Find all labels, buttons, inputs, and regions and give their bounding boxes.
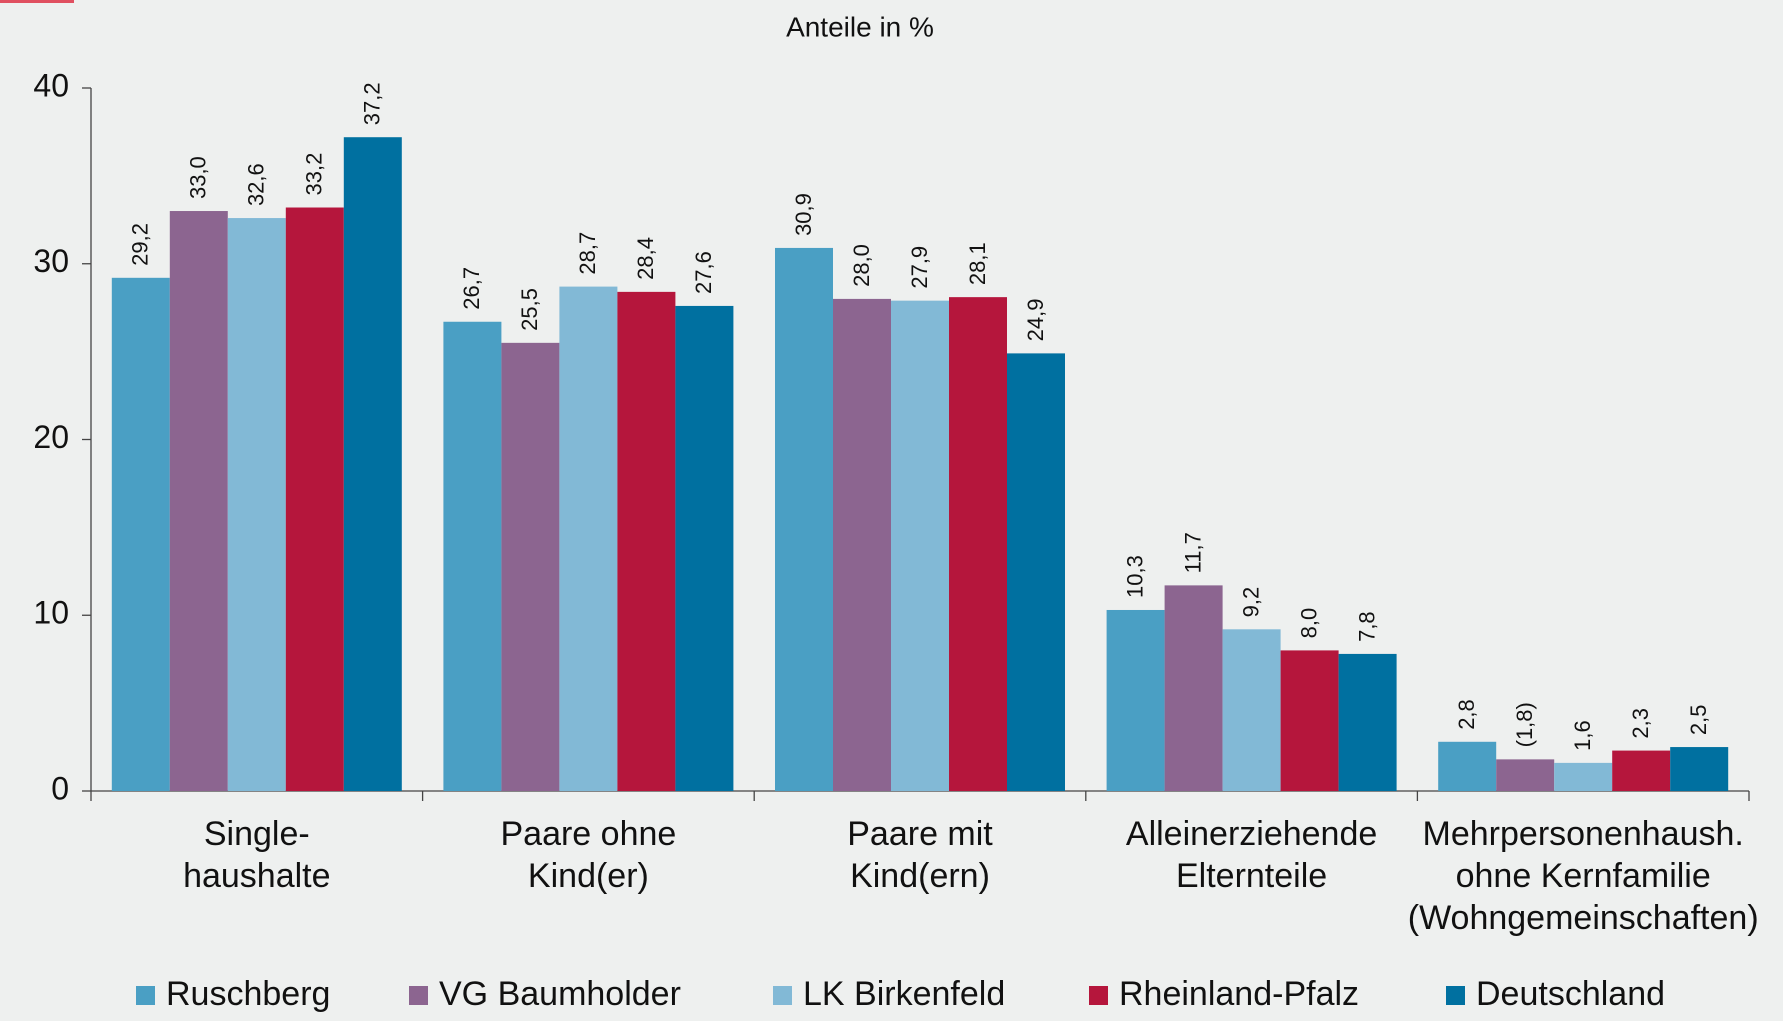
legend-swatch: [1089, 986, 1108, 1005]
bar: [111, 277, 170, 791]
value-label: 10,3: [1122, 555, 1147, 598]
corner-accent: [0, 0, 74, 3]
x-tick-label-line: Mehrpersonenhaush.: [1423, 815, 1744, 853]
x-tick-label-line: (Wohngemeinschaften): [1408, 899, 1759, 937]
bar: [617, 291, 676, 791]
legend-label: LK Birkenfeld: [803, 975, 1005, 1013]
bar: [443, 321, 502, 791]
x-tick-label-line: haushalte: [183, 857, 330, 895]
value-label: 27,6: [691, 251, 716, 294]
legend-swatch: [773, 986, 792, 1005]
value-label: 32,6: [244, 163, 269, 206]
value-label: 1,6: [1570, 720, 1595, 751]
value-label: 28,7: [575, 232, 600, 275]
bar: [891, 300, 949, 791]
bar: [775, 247, 833, 791]
value-label: 33,0: [186, 156, 211, 199]
x-tick-label-line: Alleinerziehende: [1126, 815, 1377, 853]
value-label: 7,8: [1354, 611, 1379, 642]
value-label: 26,7: [459, 267, 484, 310]
bar: [227, 218, 286, 791]
x-tick-label-line: Kind(er): [528, 857, 649, 895]
y-tick-label: 40: [33, 67, 69, 103]
bar: [501, 342, 560, 791]
value-label: 2,8: [1454, 699, 1479, 730]
legend-label: Rheinland-Pfalz: [1119, 975, 1359, 1013]
bar: [559, 286, 618, 791]
bar: [949, 297, 1007, 791]
x-tick-label-line: ohne Kernfamilie: [1456, 857, 1711, 895]
x-tick-label: Alleinerziehende Elternteile: [1126, 815, 1377, 895]
value-label: 27,9: [907, 246, 932, 289]
bar: [343, 137, 402, 791]
value-label: 11,7: [1180, 532, 1205, 573]
chart-title: Anteile in %: [786, 11, 934, 42]
x-tick-label-line: Single-: [204, 815, 310, 853]
value-label: 30,9: [791, 193, 816, 236]
value-label: 37,2: [360, 82, 385, 125]
y-tick-label: 0: [51, 770, 69, 806]
y-tick-label: 30: [33, 243, 69, 279]
value-label: 2,3: [1628, 708, 1653, 739]
bar: [1164, 585, 1223, 791]
legend-swatch: [136, 986, 155, 1005]
value-label: 2,5: [1686, 704, 1711, 735]
y-tick-label: 10: [33, 595, 69, 631]
x-tick-label: Mehrpersonenhaush. ohne Kernfamilie (Wohng…: [1408, 815, 1759, 937]
y-tick-label: 20: [33, 419, 69, 455]
bar: [675, 305, 734, 791]
value-label: 28,1: [965, 242, 990, 285]
bar: [1007, 353, 1065, 791]
x-tick-label-line: Kind(ern): [850, 857, 990, 895]
value-label: 8,0: [1296, 608, 1321, 639]
value-label: 9,2: [1238, 587, 1263, 618]
bar: [1438, 741, 1497, 791]
value-label: 29,2: [128, 223, 153, 266]
bar: [1280, 650, 1339, 791]
legend-swatch: [409, 986, 428, 1005]
bar: [1106, 609, 1165, 791]
bar: [285, 207, 344, 791]
legend-label: Deutschland: [1476, 975, 1665, 1013]
x-tick-label: Paare ohne Kind(er): [500, 815, 676, 895]
bar: [833, 298, 891, 791]
value-label: (1,8): [1512, 702, 1537, 747]
legend-swatch: [1446, 986, 1465, 1005]
bar: [1338, 653, 1397, 791]
x-tick-label-line: Paare mit: [847, 815, 993, 853]
value-label: 25,5: [517, 288, 542, 331]
legend-label: Ruschberg: [166, 975, 330, 1013]
value-label: 28,4: [633, 237, 658, 280]
x-tick-label: Single-haushalte: [183, 815, 330, 895]
bar: [1222, 629, 1281, 791]
value-label: 33,2: [302, 153, 327, 196]
bar: [169, 211, 228, 791]
bar: [1670, 747, 1729, 791]
bar: [1496, 759, 1555, 791]
x-tick-label-line: Elternteile: [1176, 857, 1327, 895]
x-tick-label-line: Paare ohne: [500, 815, 676, 853]
legend-label: VG Baumholder: [439, 975, 681, 1013]
value-label: 24,9: [1023, 299, 1048, 342]
bar: [1554, 762, 1613, 791]
value-label: 28,0: [849, 244, 874, 287]
x-tick-label: Paare mit Kind(ern): [847, 815, 993, 895]
bar: [1612, 750, 1671, 791]
